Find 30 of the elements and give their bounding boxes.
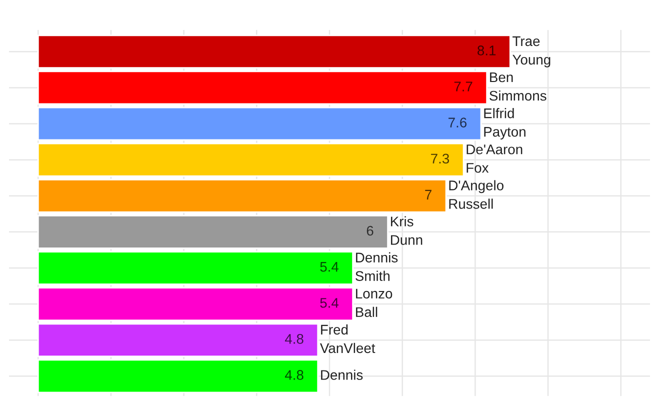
bar xyxy=(37,215,388,249)
bar xyxy=(37,251,354,285)
y-tick-label: Ben Simmons xyxy=(490,72,546,101)
y-tick-label: De'Aaron Fox xyxy=(466,144,522,173)
y-tick-label: Dennis Smith xyxy=(356,252,398,281)
data-label: 4.8 xyxy=(284,334,304,344)
data-label: 4.8 xyxy=(284,370,304,380)
data-label: 5.4 xyxy=(320,262,339,272)
y-tick-label: Kris Dunn xyxy=(390,216,422,245)
data-label: 7.7 xyxy=(454,82,472,92)
data-label: 5.4 xyxy=(320,298,339,308)
bar xyxy=(37,178,447,213)
bar xyxy=(37,323,319,358)
y-tick-label: Trae Young xyxy=(512,36,550,68)
data-label: 8.1 xyxy=(478,46,496,56)
bar xyxy=(37,142,464,177)
data-label: 7.6 xyxy=(448,118,467,128)
bar xyxy=(37,34,511,69)
bar xyxy=(37,106,482,141)
y-tick-label: Dennis xyxy=(321,370,363,380)
bar xyxy=(37,359,319,394)
y-tick-label: Lonzo Ball xyxy=(356,288,392,318)
y-tick-label: D'Angelo Russell xyxy=(449,180,504,209)
data-label: 7.3 xyxy=(431,154,450,164)
y-tick-label: Fred VanVleet xyxy=(320,324,376,354)
bar xyxy=(37,287,354,321)
bar xyxy=(37,70,488,105)
data-label: 6 xyxy=(366,226,374,236)
y-tick-label: Elfrid Payton xyxy=(484,108,526,140)
data-label: 7 xyxy=(425,190,432,200)
